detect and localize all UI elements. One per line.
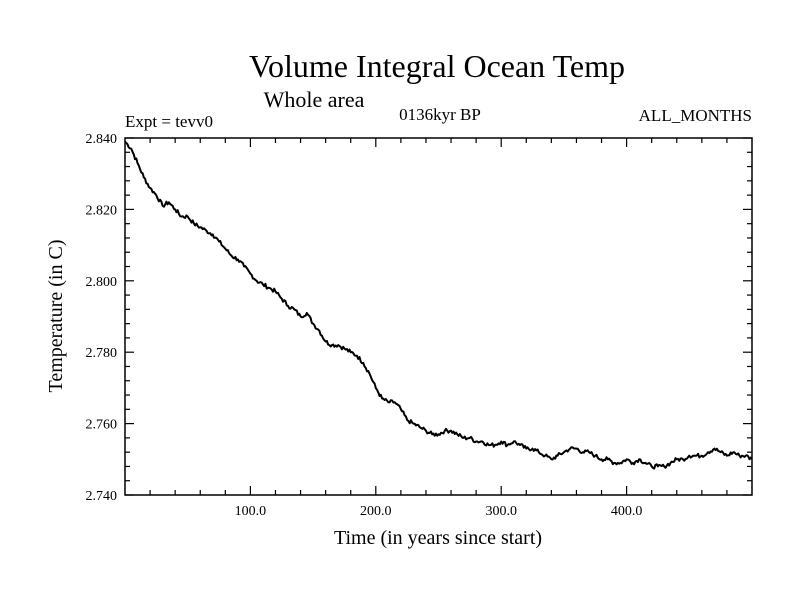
plot-frame bbox=[124, 137, 753, 496]
y-tick-label: 2.840 bbox=[86, 132, 118, 147]
ticks-layer: 100.0 200.0 300.0 400.0 2.740 2.760 2.780 2.800… bbox=[86, 132, 752, 519]
chart-subtitle: Whole area bbox=[264, 87, 365, 112]
x-tick-label: 400.0 bbox=[611, 504, 643, 519]
x-tick-label: 300.0 bbox=[485, 504, 517, 519]
chart-title: Volume Integral Ocean Temp bbox=[249, 48, 625, 84]
y-tick-label: 2.740 bbox=[86, 489, 118, 504]
x-tick-label: 200.0 bbox=[360, 504, 392, 519]
y-tick-label: 2.800 bbox=[86, 275, 118, 290]
x-tick-label: 100.0 bbox=[235, 504, 267, 519]
x-axis-label: Time (in years since start) bbox=[334, 527, 542, 549]
experiment-label: Expt = tevv0 bbox=[125, 112, 213, 131]
y-axis-label: Temperature (in C) bbox=[45, 240, 67, 393]
y-tick-label: 2.820 bbox=[86, 203, 118, 218]
y-tick-label: 2.780 bbox=[86, 346, 118, 361]
y-tick-label: 2.760 bbox=[86, 418, 118, 433]
temperature-series-line bbox=[124, 140, 753, 470]
period-label: 0136kyr BP bbox=[399, 105, 481, 124]
months-label: ALL_MONTHS bbox=[639, 106, 752, 125]
